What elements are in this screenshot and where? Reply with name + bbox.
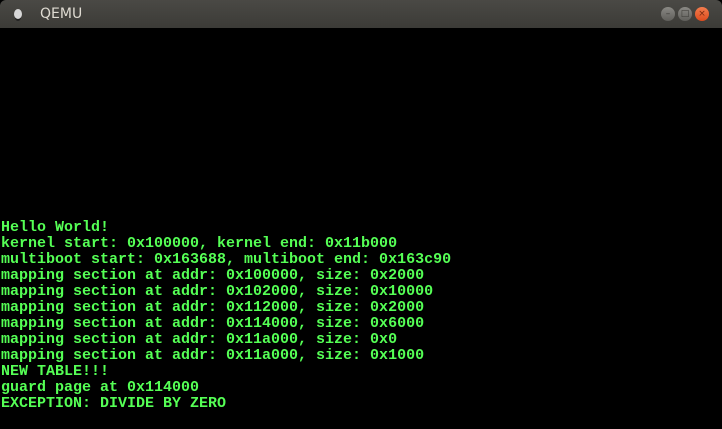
console-output: Hello World! kernel start: 0x100000, kern… [1,220,451,412]
console-line: mapping section at addr: 0x114000, size:… [1,315,425,332]
qemu-app-icon [14,9,22,19]
console-line: mapping section at addr: 0x11a000, size:… [1,331,398,348]
console-line: mapping section at addr: 0x11a000, size:… [1,347,425,364]
vm-display[interactable]: Hello World! kernel start: 0x100000, kern… [1,28,721,428]
maximize-button[interactable]: □ [678,7,692,21]
console-line: mapping section at addr: 0x102000, size:… [1,283,434,300]
console-line: kernel start: 0x100000, kernel end: 0x11… [1,235,398,252]
console-line: mapping section at addr: 0x100000, size:… [1,267,425,284]
minimize-button[interactable]: – [661,7,675,21]
console-line: multiboot start: 0x163688, multiboot end… [1,251,452,268]
console-line: guard page at 0x114000 [1,379,200,396]
maximize-icon: □ [680,9,690,19]
console-line: mapping section at addr: 0x112000, size:… [1,299,425,316]
close-icon: × [698,9,706,19]
window-titlebar[interactable]: QEMU – □ × [0,0,722,28]
window-title: QEMU [40,6,83,22]
close-button[interactable]: × [695,7,709,21]
console-line: EXCEPTION: DIVIDE BY ZERO [1,395,227,412]
console-line: Hello World! [1,219,110,236]
console-line: NEW TABLE!!! [1,363,110,380]
minimize-icon: – [665,9,671,19]
